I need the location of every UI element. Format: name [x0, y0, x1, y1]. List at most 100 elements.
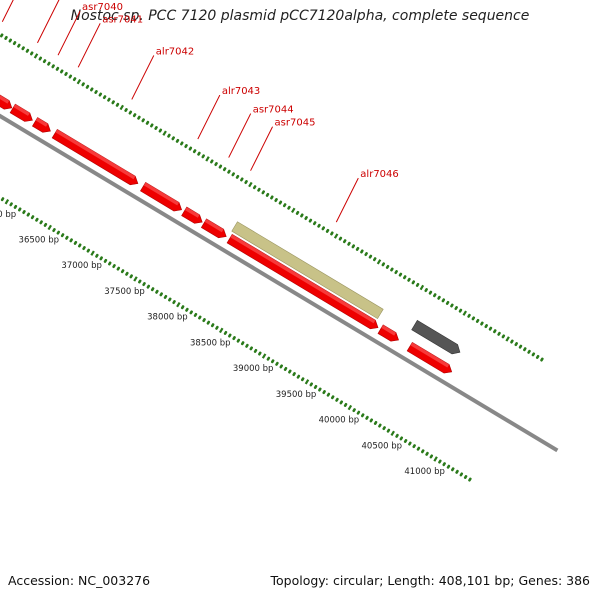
minor-tick	[454, 306, 458, 311]
minor-tick	[312, 221, 317, 226]
major-tick	[291, 207, 296, 214]
label-leader-line	[197, 94, 221, 140]
minor-tick	[73, 240, 78, 245]
minor-tick	[527, 349, 531, 354]
minor-tick	[270, 195, 274, 200]
minor-tick	[368, 254, 373, 259]
major-tick	[33, 53, 39, 59]
minor-tick	[111, 100, 115, 105]
minor-tick	[129, 274, 133, 279]
minor-tick	[270, 359, 275, 364]
gene-shine	[230, 234, 376, 324]
minor-tick	[295, 210, 300, 215]
minor-tick	[540, 357, 544, 362]
minor-tick	[240, 177, 244, 182]
minor-tick	[175, 138, 180, 143]
minor-tick	[210, 323, 215, 328]
tick-label-38500: 38500 bp	[190, 338, 231, 348]
minor-tick	[261, 190, 265, 195]
gene-track	[0, 91, 461, 374]
tick-label-39000: 39000 bp	[233, 364, 274, 374]
minor-tick	[403, 439, 408, 443]
tick-label-38000: 38000 bp	[147, 313, 188, 323]
minor-tick	[141, 118, 145, 123]
minor-tick	[408, 441, 412, 446]
major-tick	[219, 327, 224, 334]
minor-tick	[304, 216, 308, 221]
minor-tick	[78, 243, 82, 248]
minor-tick	[102, 95, 107, 100]
gene-label-asr7044: asr7044	[253, 105, 294, 116]
minor-tick	[206, 320, 211, 325]
minor-tick	[257, 187, 261, 192]
gene-label-alr7042: alr7042	[156, 46, 194, 57]
minor-tick	[17, 43, 21, 48]
minor-tick	[356, 410, 361, 415]
minor-tick	[292, 372, 296, 377]
gene-shine	[13, 104, 30, 116]
gene-arrow-12	[411, 319, 461, 355]
minor-tick	[95, 253, 99, 258]
tick-label-40000: 40000 bp	[319, 416, 360, 426]
minor-tick	[317, 223, 321, 228]
minor-tick	[441, 298, 446, 303]
label-leader-line	[37, 0, 60, 44]
minor-tick	[493, 329, 497, 334]
minor-tick	[445, 300, 450, 305]
gene-arrow-asr7040	[9, 103, 33, 122]
minor-tick	[98, 92, 103, 97]
minor-tick	[468, 477, 472, 482]
minor-tick	[335, 397, 339, 402]
topology-summary: Topology: circular; Length: 408,101 bp; …	[270, 573, 591, 588]
minor-tick	[523, 347, 527, 352]
gene-shine	[0, 91, 10, 104]
minor-tick	[81, 82, 85, 87]
minor-tick	[318, 387, 322, 392]
minor-tick	[215, 325, 219, 330]
minor-tick	[125, 271, 129, 276]
minor-tick	[42, 59, 47, 64]
minor-tick	[94, 90, 98, 94]
minor-tick	[518, 344, 523, 349]
minor-tick	[407, 277, 411, 282]
label-leader-line	[77, 23, 101, 68]
gene-arrow-9	[226, 233, 379, 330]
accession-text: Accession: NC_003276	[8, 573, 151, 588]
label-leader-line	[1, 0, 14, 22]
gene-shape	[231, 221, 384, 320]
minor-tick	[347, 241, 351, 246]
minor-tick	[325, 228, 330, 233]
minor-tick	[386, 428, 391, 433]
minor-tick	[351, 244, 355, 249]
gene-arrow-asr7039	[0, 91, 13, 110]
minor-tick	[535, 354, 540, 359]
minor-tick	[395, 433, 399, 438]
minor-tick	[185, 307, 189, 312]
minor-tick	[107, 97, 111, 102]
gene-label-asr7040: asr7040	[82, 2, 123, 13]
minor-tick	[421, 449, 425, 454]
gene-shine	[381, 324, 396, 336]
minor-tick	[13, 204, 18, 209]
minor-tick	[138, 279, 142, 284]
minor-tick	[514, 342, 518, 347]
minor-tick	[103, 258, 108, 263]
minor-tick	[21, 46, 25, 51]
minor-tick	[288, 369, 292, 374]
minor-tick	[228, 333, 232, 338]
minor-tick	[343, 239, 347, 244]
minor-tick	[249, 346, 253, 351]
minor-tick	[189, 310, 193, 315]
minor-tick	[279, 364, 283, 369]
minor-tick	[265, 192, 270, 197]
minor-tick	[201, 154, 205, 159]
minor-tick	[25, 48, 30, 53]
minor-tick	[142, 282, 146, 287]
minor-tick	[0, 33, 4, 38]
minor-tick	[278, 200, 283, 205]
major-tick	[90, 250, 95, 256]
minor-tick	[192, 149, 197, 154]
minor-tick	[198, 315, 202, 320]
gene-shape	[32, 117, 51, 133]
